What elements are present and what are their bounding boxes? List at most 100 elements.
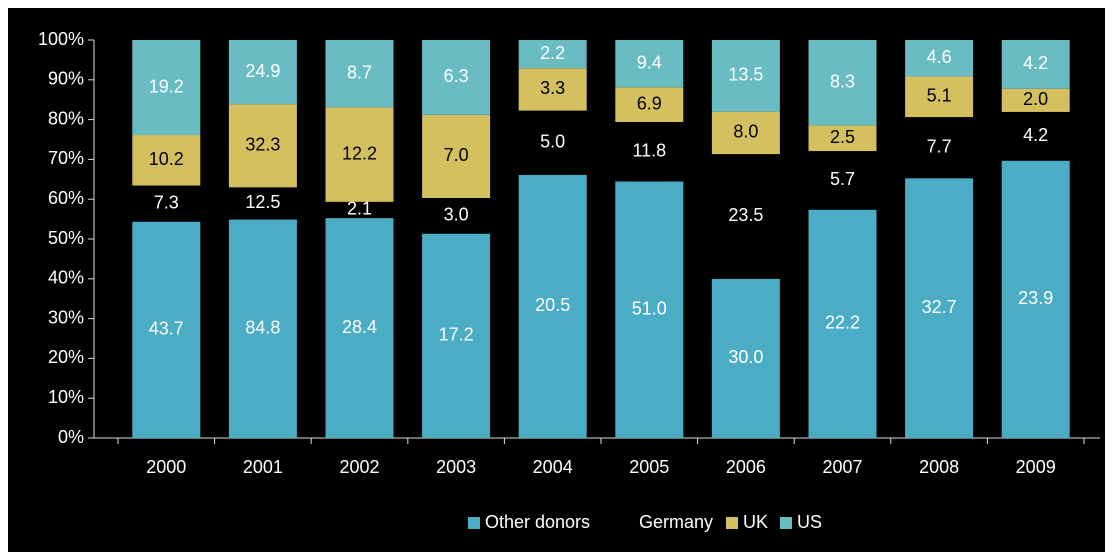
bar-segment xyxy=(518,40,587,69)
data-label: 30.0 xyxy=(728,347,763,367)
bar-segment xyxy=(711,154,780,279)
data-label: 2.2 xyxy=(540,43,565,63)
x-tick-label: 2007 xyxy=(822,457,862,477)
bar-segment xyxy=(132,40,201,136)
bar-segment xyxy=(518,68,587,111)
x-tick-label: 2002 xyxy=(339,457,379,477)
bar-segment xyxy=(132,185,201,222)
bar-segment xyxy=(905,178,974,438)
bar-segment xyxy=(615,181,684,438)
data-label: 9.4 xyxy=(637,52,662,72)
data-label: 12.2 xyxy=(342,143,377,163)
legend-label: Other donors xyxy=(485,512,590,532)
x-tick-label: 2008 xyxy=(919,457,959,477)
y-tick-label: 100% xyxy=(38,29,84,49)
bar-segment xyxy=(808,125,877,152)
bar-segment xyxy=(711,40,780,112)
data-label: 4.6 xyxy=(927,47,952,67)
bar-segment xyxy=(518,110,587,175)
x-tick-label: 2006 xyxy=(726,457,766,477)
data-label: 6.3 xyxy=(444,66,469,86)
data-label: 4.2 xyxy=(1023,125,1048,145)
legend-label: UK xyxy=(743,512,768,532)
y-tick-label: 30% xyxy=(48,307,84,327)
bar-segment xyxy=(615,122,684,182)
legend-swatch xyxy=(780,517,792,529)
bar-segment xyxy=(325,218,394,438)
data-label: 19.2 xyxy=(149,76,184,96)
data-label: 8.7 xyxy=(347,62,372,82)
bar-segment xyxy=(1001,40,1070,89)
data-label: 5.0 xyxy=(540,131,565,151)
bar-segment xyxy=(808,209,877,438)
y-tick-label: 0% xyxy=(58,427,84,447)
data-label: 51.0 xyxy=(632,298,667,318)
y-tick-label: 70% xyxy=(48,148,84,168)
data-label: 2.0 xyxy=(1023,89,1048,109)
y-tick-label: 80% xyxy=(48,108,84,128)
bar-segment xyxy=(325,201,394,219)
data-label: 5.1 xyxy=(927,86,952,106)
y-tick-label: 20% xyxy=(48,347,84,367)
data-label: 32.3 xyxy=(245,134,280,154)
bar-segment xyxy=(228,219,297,438)
bar-segment xyxy=(808,151,877,210)
data-label: 6.9 xyxy=(637,93,662,113)
y-tick-label: 90% xyxy=(48,69,84,89)
data-label: 20.5 xyxy=(535,295,570,315)
bar-segment xyxy=(228,40,297,105)
bar-segment xyxy=(422,198,491,234)
data-label: 8.0 xyxy=(733,122,758,142)
data-label: 5.7 xyxy=(830,169,855,189)
bar-segment xyxy=(422,233,491,438)
bar-segment xyxy=(808,40,877,126)
bar-segment xyxy=(615,87,684,123)
y-tick-label: 10% xyxy=(48,387,84,407)
x-tick-label: 2009 xyxy=(1016,457,1056,477)
bar-segment xyxy=(228,104,297,188)
bar-segment xyxy=(132,135,201,186)
bar-segment xyxy=(132,221,201,438)
x-tick-label: 2005 xyxy=(629,457,669,477)
legend-label: Germany xyxy=(639,512,713,532)
bar-segment xyxy=(905,40,974,77)
data-label: 2.1 xyxy=(347,199,372,219)
data-label: 23.9 xyxy=(1018,288,1053,308)
legend-swatch xyxy=(468,517,480,529)
x-tick-label: 2001 xyxy=(243,457,283,477)
bar-segment xyxy=(1001,88,1070,112)
bar-segment xyxy=(228,187,297,220)
bar-segment xyxy=(325,40,394,108)
x-tick-label: 2000 xyxy=(146,457,186,477)
bar-segment xyxy=(711,278,780,438)
data-label: 7.7 xyxy=(927,136,952,156)
data-label: 12.5 xyxy=(245,192,280,212)
data-label: 8.3 xyxy=(830,71,855,91)
bar-segment xyxy=(905,117,974,179)
data-label: 13.5 xyxy=(728,65,763,85)
bar-segment xyxy=(518,174,587,438)
x-tick-label: 2004 xyxy=(533,457,573,477)
x-tick-label: 2003 xyxy=(436,457,476,477)
bar-segment xyxy=(422,114,491,199)
data-label: 23.5 xyxy=(728,205,763,225)
bar-segment xyxy=(1001,111,1070,161)
data-label: 2.5 xyxy=(830,127,855,147)
data-label: 10.2 xyxy=(149,149,184,169)
data-label: 17.2 xyxy=(439,325,474,345)
data-label: 28.4 xyxy=(342,317,377,337)
data-label: 84.8 xyxy=(245,318,280,338)
bar-segment xyxy=(422,40,491,115)
y-tick-label: 60% xyxy=(48,188,84,208)
legend-swatch xyxy=(622,517,634,529)
y-tick-label: 40% xyxy=(48,268,84,288)
bar-segment xyxy=(325,107,394,202)
data-label: 43.7 xyxy=(149,319,184,339)
bar-segment xyxy=(1001,160,1070,438)
data-label: 3.3 xyxy=(540,78,565,98)
data-label: 3.0 xyxy=(444,205,469,225)
bar-segment xyxy=(905,76,974,118)
data-label: 32.7 xyxy=(922,297,957,317)
data-label: 11.8 xyxy=(632,140,666,160)
